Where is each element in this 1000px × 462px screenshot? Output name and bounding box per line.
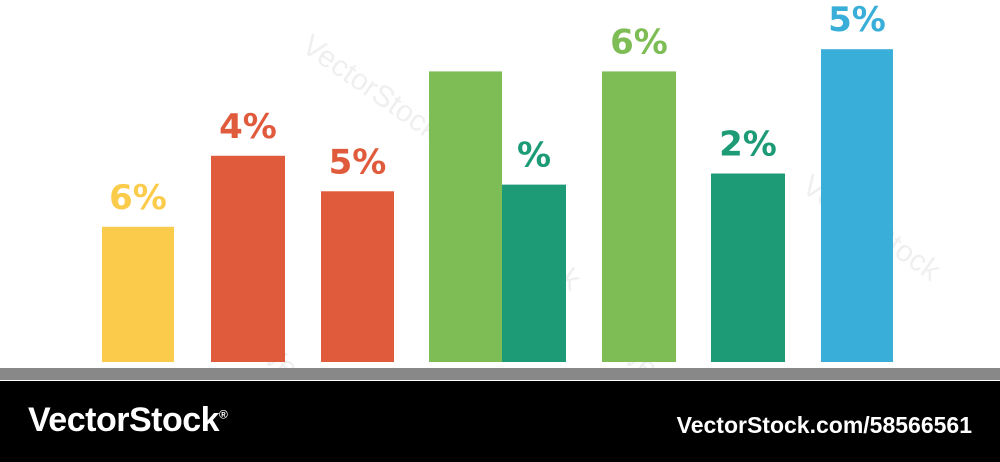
bar-6 (602, 71, 676, 363)
bar-7 (711, 173, 785, 362)
bar-chart: VectorStockVectorStockVectorStockVectorS… (0, 0, 1000, 380)
labels-group: 6% 4% 5% % 6% 2% 5% (109, 0, 886, 218)
bar-8-label: 5% (828, 0, 886, 40)
brand-name: VectorStock (28, 401, 220, 439)
bar-5 (502, 184, 566, 362)
brand-logo: VectorStock® (28, 401, 228, 440)
brand-mark: ® (219, 407, 228, 422)
bar-3 (321, 191, 394, 362)
image-id-text: VectorStock.com/58566561 (676, 412, 972, 438)
bar-2 (211, 155, 285, 362)
bar-6-label: 6% (610, 22, 668, 62)
bars-group (102, 49, 893, 363)
footer-bar: VectorStock® VectorStock.com/58566561 (0, 381, 1000, 462)
chart-baseline (0, 368, 1000, 380)
bar-5-label: % (517, 136, 551, 176)
bar-4 (429, 71, 502, 363)
bar-8 (821, 49, 893, 362)
bar-7-label: 2% (719, 125, 777, 165)
watermark-text: VectorStock (296, 29, 447, 148)
chart-area: VectorStockVectorStockVectorStockVectorS… (0, 0, 1000, 380)
bar-2-label: 4% (219, 107, 277, 147)
bar-1-label: 6% (109, 178, 167, 218)
bar-1 (102, 226, 174, 362)
bar-3-label: 5% (329, 142, 387, 182)
